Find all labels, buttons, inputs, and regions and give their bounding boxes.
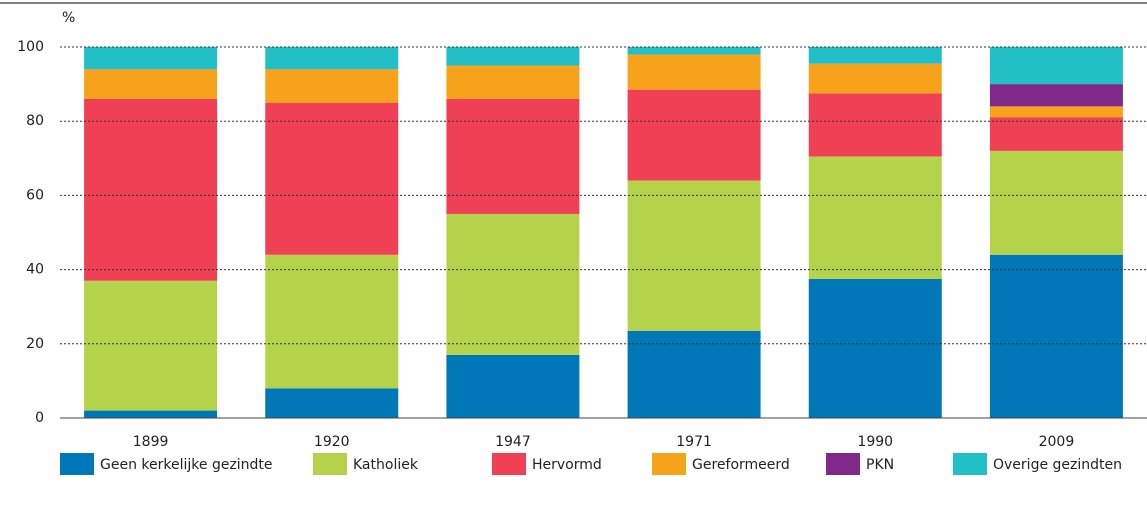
bar-segment bbox=[265, 254, 399, 389]
bar-segment bbox=[446, 47, 580, 66]
bar-segment bbox=[989, 150, 1123, 255]
bar-segment bbox=[989, 106, 1123, 118]
bar-segment bbox=[627, 47, 761, 55]
bar-segment bbox=[808, 63, 942, 94]
bar-segment bbox=[446, 65, 580, 99]
bar-segment bbox=[446, 354, 580, 418]
legend-label: Overige gezindten bbox=[993, 457, 1122, 473]
bar-segment bbox=[84, 69, 218, 99]
bar-segment bbox=[808, 47, 942, 64]
legend-label: PKN bbox=[866, 457, 894, 473]
legend-label: Geen kerkelijke gezindte bbox=[100, 457, 273, 473]
legend-swatch bbox=[953, 453, 987, 475]
x-tick-label: 1971 bbox=[676, 434, 712, 450]
bar-segment bbox=[84, 98, 218, 281]
y-tick-label: 0 bbox=[35, 410, 44, 426]
bar-segment bbox=[627, 89, 761, 181]
y-axis-label: % bbox=[62, 10, 75, 26]
bar-segment bbox=[627, 330, 761, 418]
legend-swatch bbox=[826, 453, 860, 475]
bar-segment bbox=[446, 98, 580, 214]
bar-segment bbox=[446, 213, 580, 355]
legend-label: Gereformeerd bbox=[692, 457, 790, 473]
y-tick-label: 20 bbox=[26, 336, 44, 352]
y-tick-label: 60 bbox=[26, 187, 44, 203]
legend-swatch bbox=[313, 453, 347, 475]
bar-segment bbox=[989, 84, 1123, 107]
bar-segment bbox=[808, 278, 942, 418]
x-tick-label: 1899 bbox=[133, 434, 169, 450]
legend-swatch bbox=[60, 453, 94, 475]
bar-segment bbox=[627, 54, 761, 90]
bar-segment bbox=[84, 47, 218, 70]
x-tick-label: 1990 bbox=[857, 434, 893, 450]
legend-swatch bbox=[492, 453, 526, 475]
bar-segment bbox=[989, 117, 1123, 151]
bar-segment bbox=[265, 69, 399, 103]
x-tick-label: 2009 bbox=[1039, 434, 1075, 450]
bar-segment bbox=[265, 102, 399, 255]
bar-segment bbox=[84, 410, 218, 418]
bar-segment bbox=[627, 180, 761, 331]
bar-segment bbox=[84, 280, 218, 411]
legend-swatch bbox=[652, 453, 686, 475]
bar-segment bbox=[989, 254, 1123, 418]
legend-label: Hervormd bbox=[532, 457, 602, 473]
legend-label: Katholiek bbox=[353, 457, 419, 473]
bar-segment bbox=[989, 47, 1123, 85]
x-tick-label: 1920 bbox=[314, 434, 350, 450]
bar-segment bbox=[265, 47, 399, 70]
y-tick-label: 80 bbox=[26, 113, 44, 129]
bar-segment bbox=[808, 156, 942, 279]
y-tick-label: 40 bbox=[26, 262, 44, 278]
bar-segment bbox=[265, 388, 399, 418]
bar-segment bbox=[808, 93, 942, 157]
y-tick-label: 100 bbox=[17, 39, 44, 55]
x-tick-label: 1947 bbox=[495, 434, 531, 450]
